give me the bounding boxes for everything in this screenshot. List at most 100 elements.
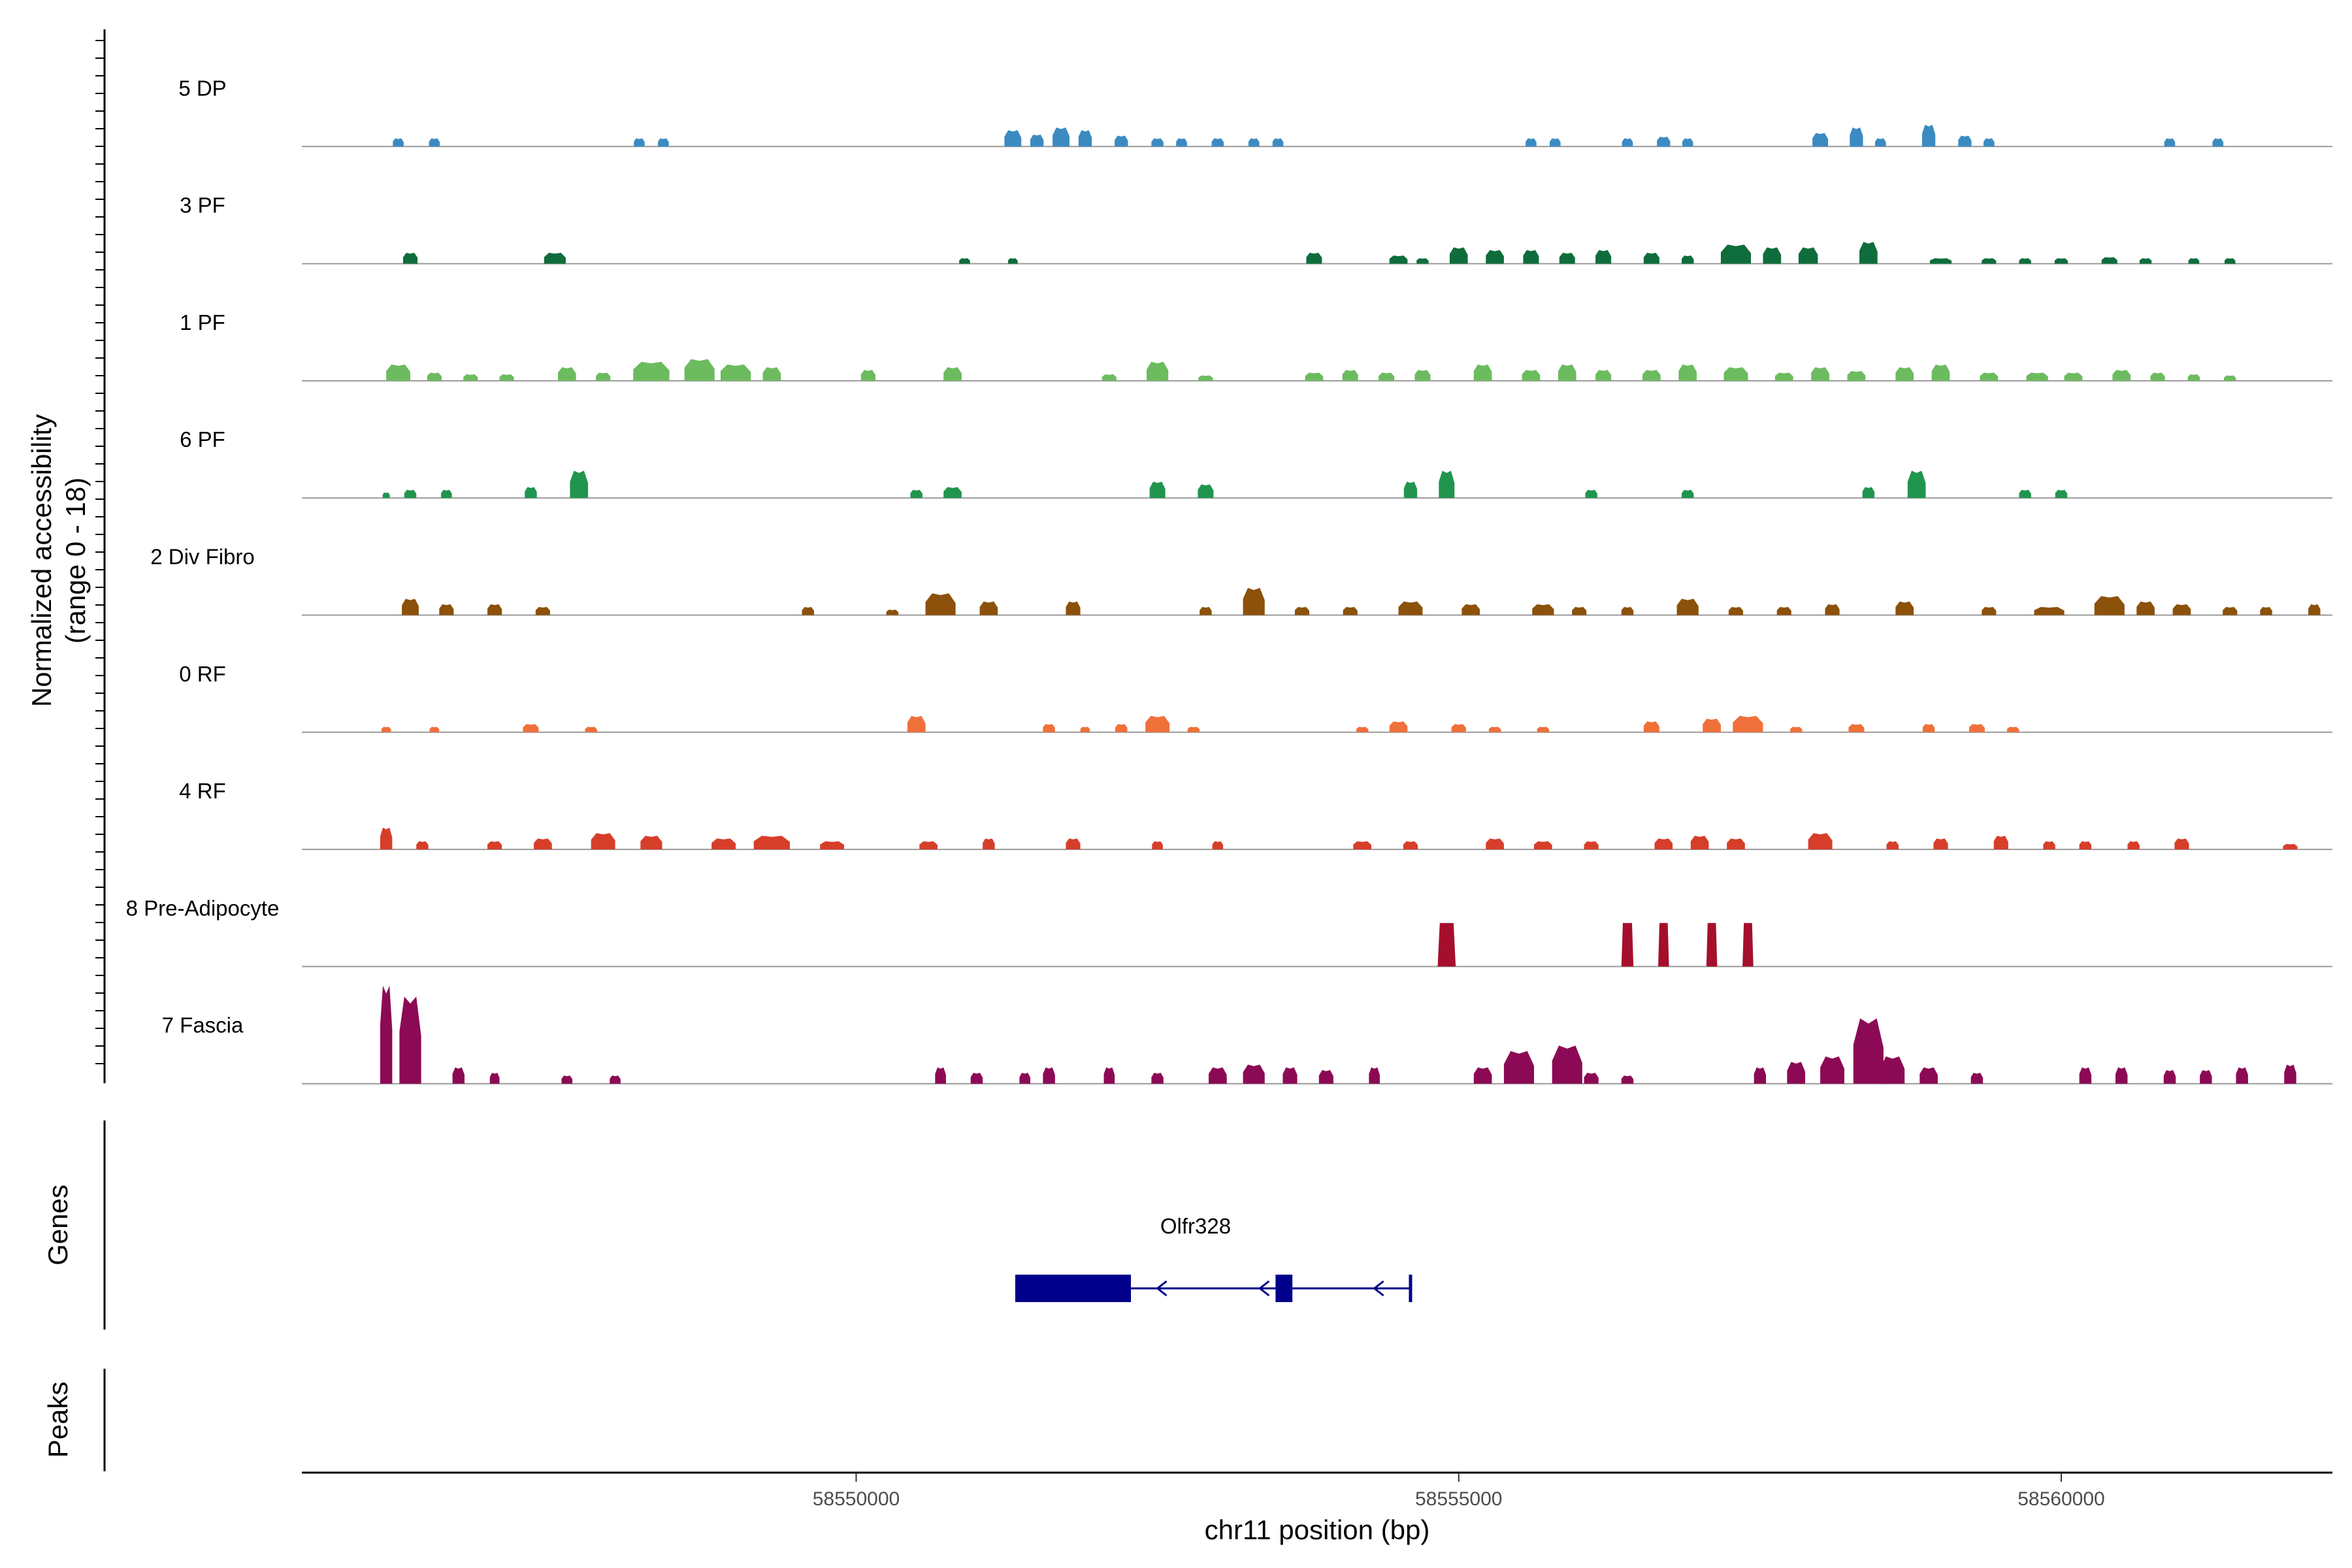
coverage-peak	[1929, 258, 1952, 264]
coverage-peak	[610, 1075, 621, 1084]
coverage-peak	[381, 727, 391, 732]
coverage-peak	[380, 985, 393, 1084]
x-tick-label: 58560000	[2017, 1488, 2104, 1510]
coverage-peak	[1875, 138, 1886, 147]
coverage-peak	[591, 833, 615, 850]
coverage-peak	[1681, 255, 1694, 264]
coverage-peak	[2188, 258, 2200, 264]
coverage-peak	[1895, 367, 1914, 381]
coverage-peak	[2172, 604, 2191, 615]
coverage-peak	[557, 367, 576, 381]
coverage-peak	[1151, 138, 1164, 147]
coverage-peak	[1907, 470, 1926, 498]
coverage-peak	[1356, 727, 1369, 732]
coverage-peak	[1754, 1067, 1767, 1084]
coverage-peak	[1733, 715, 1763, 732]
track-8-pre-adipocyte: 8 Pre-Adipocyte	[126, 896, 2332, 968]
coverage-peak	[1078, 130, 1092, 147]
track-2-div-fibro: 2 Div Fibro	[150, 545, 2332, 616]
coverage-peak	[1534, 841, 1552, 850]
coverage-peak	[1958, 135, 1972, 147]
coverage-peak	[2236, 1067, 2248, 1084]
coverage-peak	[2079, 1067, 2092, 1084]
coverage-peak	[1416, 258, 1429, 264]
coverage-peak	[1621, 607, 1634, 615]
coverage-peak	[2064, 372, 2083, 381]
coverage-peak	[1503, 1051, 1535, 1084]
coverage-peak	[1379, 372, 1395, 381]
track-7-fascia: 7 Fascia	[162, 985, 2332, 1085]
coverage-peak	[2054, 258, 2068, 264]
coverage-peak	[1208, 1067, 1227, 1084]
coverage-peak	[1403, 482, 1418, 498]
coverage-peak	[1176, 138, 1187, 147]
peaks-panel-label: Peaks	[42, 1382, 73, 1458]
coverage-peak	[393, 138, 404, 147]
coverage-peak	[1019, 1073, 1031, 1084]
coverage-peak	[1880, 1056, 1905, 1084]
coverage-peak	[1198, 375, 1213, 381]
coverage-peak	[935, 1067, 946, 1084]
coverage-peak	[2150, 372, 2165, 381]
coverage-peak	[633, 361, 670, 381]
coverage-peak	[860, 370, 875, 381]
coverage-peak	[1862, 487, 1875, 498]
coverage-peak	[1306, 252, 1322, 264]
y-axis-title-line2: (range 0 - 18)	[60, 478, 91, 644]
coverage-peak	[2112, 370, 2131, 381]
coverage-peak	[1559, 252, 1575, 264]
coverage-peak	[1488, 727, 1501, 732]
gene-strand-arrow	[1156, 1280, 1168, 1297]
coverage-peak	[658, 138, 669, 147]
coverage-peak	[2136, 601, 2155, 615]
coverage-peak	[684, 359, 715, 381]
coverage-peak	[1931, 364, 1950, 381]
coverage-peak	[1080, 727, 1090, 732]
coverage-peak	[2101, 257, 2117, 264]
coverage-peak	[2026, 372, 2048, 381]
coverage-peak	[402, 598, 419, 615]
track-0-rf: 0 RF	[179, 662, 2332, 733]
coverage-peak	[1552, 1045, 1582, 1084]
coverage-peak	[2163, 1070, 2176, 1084]
coverage-peak	[1403, 841, 1418, 850]
gene-exon	[1275, 1275, 1293, 1302]
coverage-peak	[429, 727, 440, 732]
coverage-peak	[439, 604, 454, 615]
coverage-peak	[2223, 375, 2236, 381]
coverage-peak	[1980, 372, 1999, 381]
coverage-peak	[2094, 596, 2125, 615]
track-label: 2 Div Fibro	[150, 545, 255, 569]
coverage-peak	[1115, 135, 1128, 147]
coverage-peak	[1595, 250, 1612, 264]
coverage-peak	[1353, 841, 1372, 850]
gene-strand-arrow	[1258, 1280, 1270, 1297]
coverage-peak	[1522, 370, 1541, 381]
coverage-peak	[1895, 601, 1914, 615]
coverage-tracks: 5 DP 3 PF 1 PF 6 PF 2 Div Fibro 0 RF 4 RF 8 Pre…	[126, 76, 2332, 1085]
coverage-peak	[1798, 247, 1818, 264]
coverage-peak	[1825, 604, 1840, 615]
coverage-peak	[1145, 715, 1170, 732]
coverage-peak	[2174, 838, 2189, 850]
coverage-peak	[2019, 489, 2031, 498]
coverage-peak	[1200, 607, 1212, 615]
coverage-peak	[943, 367, 962, 381]
coverage-peak	[1486, 250, 1504, 264]
coverage-peak	[1523, 250, 1539, 264]
coverage-peak	[380, 827, 393, 850]
track-3-pf: 3 PF	[180, 193, 2332, 265]
coverage-peak	[1789, 727, 1803, 732]
coverage-peak	[1272, 138, 1284, 147]
y-axis-title: Normalized accessibility (range 0 - 18)	[26, 414, 91, 707]
coverage-peak	[910, 489, 923, 498]
coverage-peak	[1584, 841, 1599, 850]
track-1-pf: 1 PF	[180, 310, 2332, 382]
coverage-peak	[1703, 718, 1721, 732]
coverage-peak	[2019, 258, 2031, 264]
coverage-peak	[959, 258, 970, 264]
coverage-peak	[2079, 841, 2092, 850]
coverage-peak	[1728, 607, 1744, 615]
